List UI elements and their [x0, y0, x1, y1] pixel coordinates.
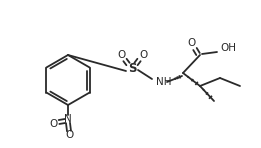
Text: O: O: [139, 50, 147, 60]
Text: OH: OH: [220, 43, 236, 53]
Text: S: S: [128, 62, 136, 74]
Text: O: O: [187, 38, 195, 48]
Text: N: N: [64, 114, 72, 124]
Text: O: O: [117, 50, 125, 60]
Text: O: O: [50, 119, 58, 129]
Text: NH: NH: [156, 77, 171, 87]
Text: O: O: [65, 130, 73, 140]
